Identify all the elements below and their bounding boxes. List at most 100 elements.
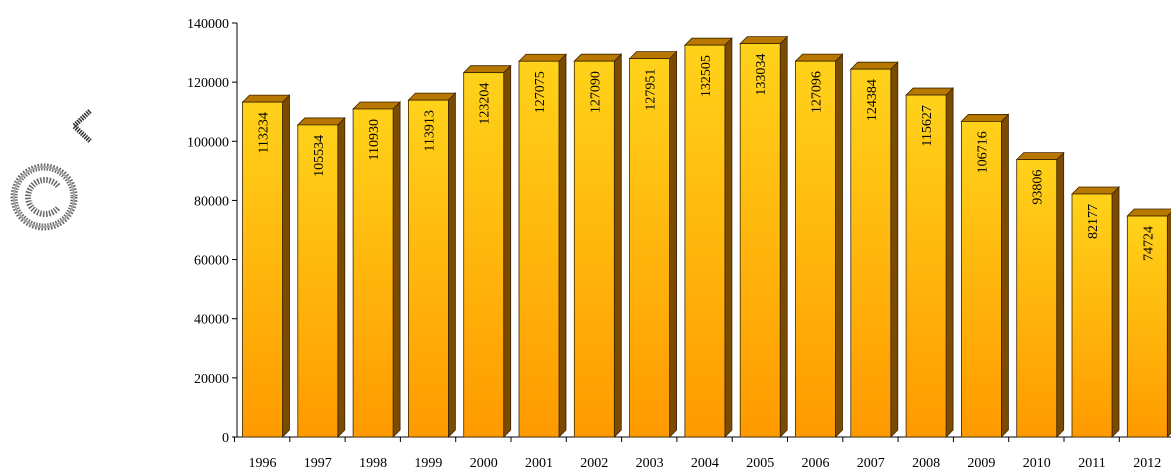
bars: 113234 105534 110930 113913 123204 127075 1270… — [243, 37, 1171, 437]
bar-side — [614, 54, 621, 437]
bar: 106716 — [961, 114, 1008, 437]
x-tick-label: 1997 — [304, 456, 332, 470]
bar-top — [685, 38, 732, 45]
bar-side — [1167, 209, 1171, 437]
bar-front — [796, 61, 836, 437]
bar-side — [1112, 187, 1119, 437]
bar-value-label: 113234 — [257, 112, 272, 153]
bar-value-label: 123204 — [478, 83, 493, 125]
x-tick-label: 2006 — [802, 456, 830, 470]
y-tick-label: 60000 — [194, 254, 229, 269]
bar-value-label: 127075 — [533, 71, 548, 113]
bar-value-label: 132505 — [699, 55, 714, 97]
bar-side — [338, 118, 345, 437]
bar-top — [1127, 209, 1171, 216]
bar-front — [574, 61, 614, 437]
bar-value-label: 105534 — [312, 135, 327, 177]
bar-top — [796, 54, 843, 61]
bar-side — [559, 54, 566, 437]
bar-top — [740, 37, 787, 44]
bar-value-label: 124384 — [865, 79, 880, 121]
x-tick-label: 1999 — [414, 456, 442, 470]
bar-front — [630, 59, 670, 437]
bar: 127096 — [796, 54, 843, 437]
x-tick-label: 2012 — [1133, 456, 1161, 470]
x-tick-label: 2003 — [636, 456, 664, 470]
bar-top — [298, 118, 345, 125]
x-tick-label: 1998 — [359, 456, 387, 470]
bar-front — [464, 73, 504, 437]
bar-top — [519, 54, 566, 61]
bar: 133034 — [740, 37, 787, 437]
x-tick-label: 2000 — [470, 456, 498, 470]
bar-value-label: 115627 — [920, 105, 935, 146]
bar-side — [1057, 153, 1064, 437]
bar-value-label: 93806 — [1031, 170, 1046, 205]
bar: 127951 — [630, 52, 677, 437]
bar-top — [574, 54, 621, 61]
bar: 105534 — [298, 118, 345, 437]
bar-side — [448, 93, 455, 437]
bar-side — [393, 102, 400, 437]
bar-side — [946, 88, 953, 437]
x-tick-label: 2007 — [857, 456, 885, 470]
bar: 115627 — [906, 88, 953, 437]
bar-side — [725, 38, 732, 437]
bar: 82177 — [1072, 187, 1119, 437]
bar-top — [961, 114, 1008, 121]
x-tick-label: 2008 — [912, 456, 940, 470]
bar-side — [670, 52, 677, 437]
x-tick-label: 2009 — [967, 456, 995, 470]
bar-side — [891, 62, 898, 437]
x-tick-label: 2004 — [691, 456, 719, 470]
bar-side — [283, 95, 290, 437]
bar: 93806 — [1017, 153, 1064, 437]
bar-top — [353, 102, 400, 109]
bar-top — [408, 93, 455, 100]
y-tick-label: 140000 — [187, 17, 229, 32]
bar-top — [630, 52, 677, 59]
x-tick-label: 2010 — [1023, 456, 1051, 470]
bar: 123204 — [464, 66, 511, 437]
bar-value-label: 127951 — [644, 69, 659, 111]
bar-value-label: 110930 — [367, 119, 382, 160]
bar-side — [780, 37, 787, 437]
bar-top — [1017, 153, 1064, 160]
y-tick-label: 100000 — [187, 135, 229, 150]
bar-top — [851, 62, 898, 69]
bar-side — [504, 66, 511, 437]
x-tick-label: 2002 — [580, 456, 608, 470]
bar-top — [464, 66, 511, 73]
y-tick-label: 20000 — [194, 372, 229, 387]
bar-side — [1001, 114, 1008, 437]
x-tick-label: 2011 — [1078, 456, 1105, 470]
x-tick-label: 2001 — [525, 456, 553, 470]
bar: 110930 — [353, 102, 400, 437]
bar-value-label: 127096 — [810, 71, 825, 113]
bar-top — [243, 95, 290, 102]
bar: 127090 — [574, 54, 621, 437]
bar-value-label: 106716 — [975, 131, 990, 173]
bar-value-label: 113913 — [422, 110, 437, 151]
y-tick-label: 0 — [222, 431, 229, 446]
bar: 124384 — [851, 62, 898, 437]
side-icons — [14, 111, 90, 227]
copyright-icon — [14, 167, 74, 227]
bar-front — [685, 45, 725, 437]
bar-front — [519, 61, 559, 437]
bar: 113234 — [243, 95, 290, 437]
bar-top — [1072, 187, 1119, 194]
bar: 74724 — [1127, 209, 1171, 437]
bar-side — [836, 54, 843, 437]
x-tick-label: 1996 — [249, 456, 277, 470]
bar: 127075 — [519, 54, 566, 437]
chevron-left-icon[interactable] — [74, 111, 90, 141]
bar-value-label: 74724 — [1141, 226, 1156, 261]
y-tick-label: 40000 — [194, 313, 229, 328]
bar-top — [906, 88, 953, 95]
y-tick-label: 80000 — [194, 194, 229, 209]
